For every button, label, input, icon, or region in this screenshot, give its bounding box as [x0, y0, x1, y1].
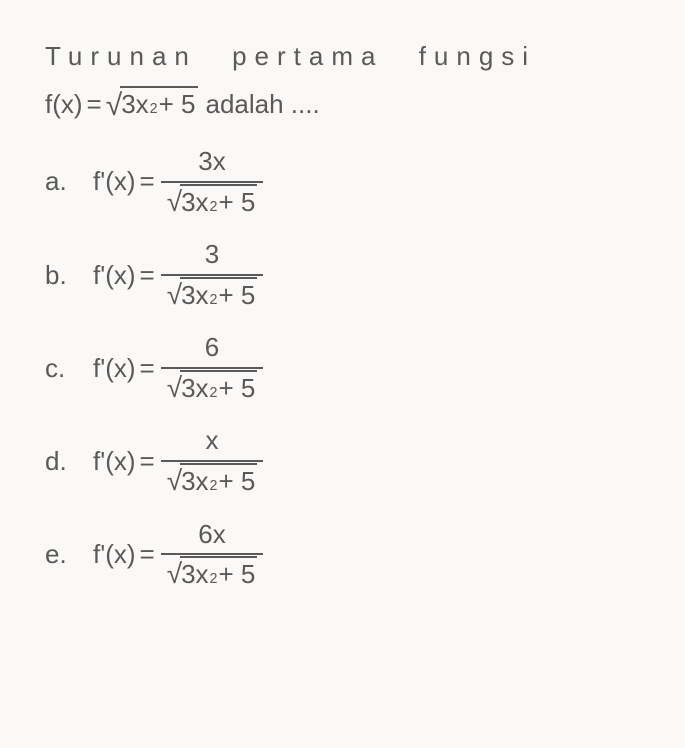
- square-root: √ 3x 2 + 5: [167, 370, 258, 406]
- numerator: 3x: [192, 145, 231, 181]
- options-list: a. f'(x) = 3x √ 3x 2 + 5: [45, 145, 640, 593]
- sqrt-inner: 3x 2 + 5: [120, 86, 197, 122]
- fprime-label: f'(x): [93, 352, 136, 386]
- equals-sign: =: [140, 538, 155, 572]
- exponent: 2: [210, 291, 218, 310]
- option-label: b.: [45, 259, 93, 293]
- coef: 3x: [181, 558, 208, 592]
- fraction: x √ 3x 2 + 5: [161, 424, 264, 499]
- coef: 3x: [181, 372, 208, 406]
- plus-const: + 5: [219, 372, 256, 406]
- sqrt-inner: 3x 2 + 5: [180, 277, 257, 313]
- coef: 3x: [181, 186, 208, 220]
- option-a: a. f'(x) = 3x √ 3x 2 + 5: [45, 145, 640, 220]
- option-expression: f'(x) = 6x √ 3x 2 + 5: [93, 518, 263, 593]
- option-label: e.: [45, 538, 93, 572]
- question-expression: f(x) = √ 3x 2 + 5 adalah ....: [45, 86, 640, 125]
- sqrt-inner: 3x 2 + 5: [180, 463, 257, 499]
- option-d: d. f'(x) = x √ 3x 2 + 5: [45, 424, 640, 499]
- plus-const: + 5: [219, 558, 256, 592]
- exponent: 2: [210, 198, 218, 217]
- fx-label: f(x): [45, 88, 83, 122]
- denominator: √ 3x 2 + 5: [161, 555, 264, 592]
- plus-const: + 5: [219, 465, 256, 499]
- exponent: 2: [210, 477, 218, 496]
- equals-sign: =: [140, 165, 155, 199]
- option-c: c. f'(x) = 6 √ 3x 2 + 5: [45, 331, 640, 406]
- equals-sign: =: [140, 352, 155, 386]
- numerator: 3: [199, 238, 225, 274]
- square-root: √ 3x 2 + 5: [167, 184, 258, 220]
- numerator: 6: [199, 331, 225, 367]
- sqrt-inner: 3x 2 + 5: [180, 184, 257, 220]
- exponent: 2: [150, 100, 158, 119]
- exponent: 2: [210, 570, 218, 589]
- fprime-label: f'(x): [93, 165, 136, 199]
- option-label: c.: [45, 352, 93, 386]
- equals-sign: =: [140, 445, 155, 479]
- adalah-text: adalah ....: [206, 88, 320, 122]
- square-root: √ 3x 2 + 5: [167, 463, 258, 499]
- option-b: b. f'(x) = 3 √ 3x 2 + 5: [45, 238, 640, 313]
- option-e: e. f'(x) = 6x √ 3x 2 + 5: [45, 518, 640, 593]
- equals-sign: =: [87, 88, 102, 122]
- option-expression: f'(x) = 3 √ 3x 2 + 5: [93, 238, 263, 313]
- option-expression: f'(x) = x √ 3x 2 + 5: [93, 424, 263, 499]
- numerator: 6x: [192, 518, 231, 554]
- fraction: 6 √ 3x 2 + 5: [161, 331, 264, 406]
- square-root: √ 3x 2 + 5: [167, 556, 258, 592]
- coef: 3x: [181, 279, 208, 313]
- coef: 3x: [121, 88, 148, 122]
- plus-const: + 5: [219, 186, 256, 220]
- sqrt-inner: 3x 2 + 5: [180, 370, 257, 406]
- exponent: 2: [210, 384, 218, 403]
- option-label: d.: [45, 445, 93, 479]
- numerator: x: [200, 424, 225, 460]
- fraction: 3 √ 3x 2 + 5: [161, 238, 264, 313]
- fraction: 3x √ 3x 2 + 5: [161, 145, 264, 220]
- denominator: √ 3x 2 + 5: [161, 183, 264, 220]
- fraction: 6x √ 3x 2 + 5: [161, 518, 264, 593]
- square-root: √ 3x 2 + 5: [167, 277, 258, 313]
- fprime-label: f'(x): [93, 445, 136, 479]
- plus-const: + 5: [219, 279, 256, 313]
- sqrt-inner: 3x 2 + 5: [180, 556, 257, 592]
- denominator: √ 3x 2 + 5: [161, 462, 264, 499]
- fprime-label: f'(x): [93, 538, 136, 572]
- option-label: a.: [45, 165, 93, 199]
- denominator: √ 3x 2 + 5: [161, 369, 264, 406]
- coef: 3x: [181, 465, 208, 499]
- option-expression: f'(x) = 6 √ 3x 2 + 5: [93, 331, 263, 406]
- fprime-label: f'(x): [93, 259, 136, 293]
- equals-sign: =: [140, 259, 155, 293]
- question-title-line1: Turunan pertama fungsi: [45, 40, 640, 74]
- plus-const: + 5: [159, 88, 196, 122]
- square-root: √ 3x 2 + 5: [106, 86, 198, 125]
- option-expression: f'(x) = 3x √ 3x 2 + 5: [93, 145, 263, 220]
- denominator: √ 3x 2 + 5: [161, 276, 264, 313]
